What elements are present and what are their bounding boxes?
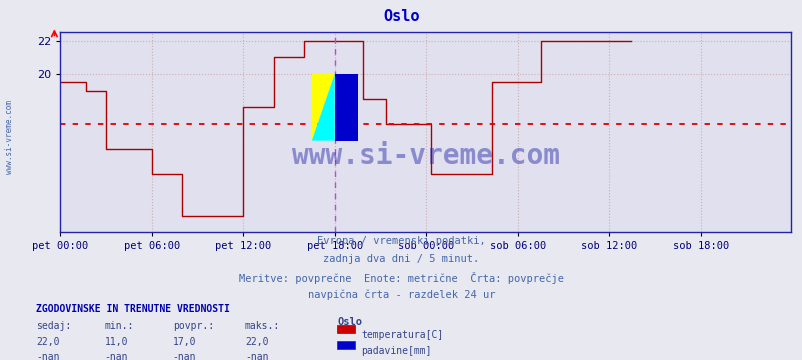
Bar [334,74,357,141]
Text: -nan: -nan [104,352,128,360]
Text: temperatura[C]: temperatura[C] [361,330,443,340]
Text: min.:: min.: [104,321,134,332]
Text: navpična črta - razdelek 24 ur: navpična črta - razdelek 24 ur [307,290,495,300]
Text: -nan: -nan [245,352,268,360]
Text: sedaj:: sedaj: [36,321,71,332]
Text: Evropa / vremenski podatki,: Evropa / vremenski podatki, [317,236,485,246]
Text: padavine[mm]: padavine[mm] [361,346,431,356]
Text: 17,0: 17,0 [172,337,196,347]
Polygon shape [311,74,334,141]
Text: Oslo: Oslo [383,9,419,24]
Text: ZGODOVINSKE IN TRENUTNE VREDNOSTI: ZGODOVINSKE IN TRENUTNE VREDNOSTI [36,304,229,314]
Text: www.si-vreme.com: www.si-vreme.com [5,100,14,174]
Polygon shape [311,74,334,141]
Text: povpr.:: povpr.: [172,321,213,332]
Text: Meritve: povprečne  Enote: metrične  Črta: povprečje: Meritve: povprečne Enote: metrične Črta:… [239,272,563,284]
Text: 22,0: 22,0 [245,337,268,347]
Text: Oslo: Oslo [337,317,362,327]
Text: -nan: -nan [36,352,59,360]
Text: 11,0: 11,0 [104,337,128,347]
Text: 22,0: 22,0 [36,337,59,347]
Text: -nan: -nan [172,352,196,360]
Text: zadnja dva dni / 5 minut.: zadnja dva dni / 5 minut. [323,254,479,264]
Text: maks.:: maks.: [245,321,280,332]
Text: www.si-vreme.com: www.si-vreme.com [291,142,559,170]
